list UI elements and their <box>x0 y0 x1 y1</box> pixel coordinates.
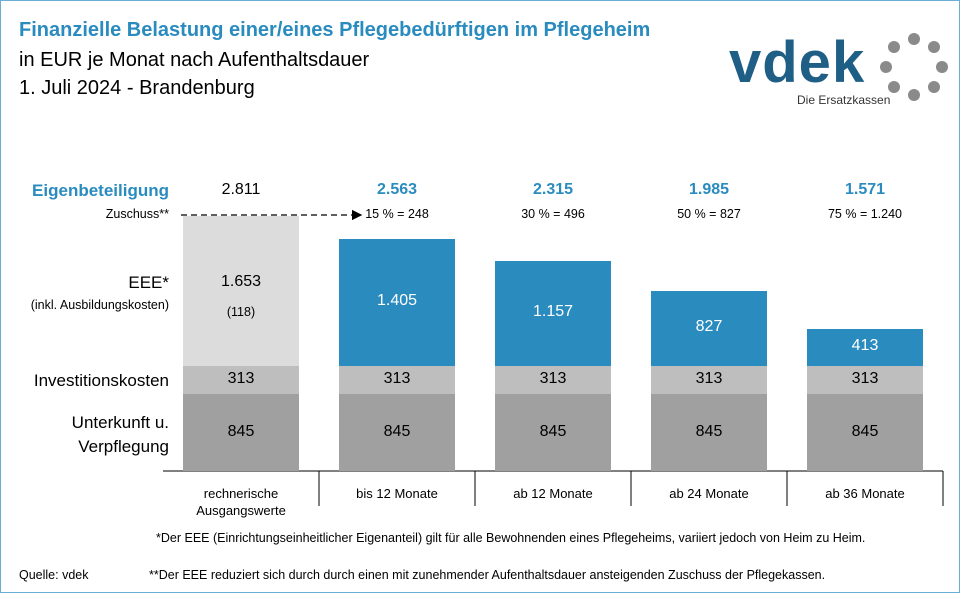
bar-segment <box>183 394 299 471</box>
value-label: 845 <box>695 422 723 440</box>
zuschuss-label: 50 % = 827 <box>677 207 741 221</box>
x-tick-label: ab 36 Monate <box>825 486 905 501</box>
bar-segment <box>495 261 611 366</box>
legend-label: (inkl. Ausbildungskosten) <box>30 298 169 312</box>
bar-segment <box>183 216 299 366</box>
value-label: 313 <box>383 370 411 388</box>
subtitle: 1. Juli 2024 - Brandenburg <box>19 77 255 99</box>
legend-label: Investitionskosten <box>33 371 169 390</box>
bar-segment <box>651 394 767 471</box>
bar-segment <box>183 365 299 395</box>
total-label: 2.315 <box>532 181 574 198</box>
value-label: 845 <box>227 422 255 440</box>
legend-label: EEE* <box>128 273 169 292</box>
title: Finanzielle Belastung einer/eines Pflege… <box>19 19 651 41</box>
logo-tagline: Die Ersatzkassen <box>797 93 891 107</box>
value-label: 845 <box>851 422 879 440</box>
bar-segment <box>651 290 767 366</box>
bar-segment <box>495 394 611 471</box>
value-label: 413 <box>851 337 879 355</box>
x-tick-label: rechnerische Ausgangswerte <box>196 486 286 518</box>
x-tick-label: bis 12 Monate <box>356 486 438 501</box>
bar-segment <box>495 365 611 395</box>
zuschuss-label: 75 % = 1.240 <box>827 207 903 221</box>
zuschuss-label: 15 % = 248 <box>365 207 429 221</box>
bar-segment <box>339 365 455 395</box>
bar-segment <box>807 328 923 366</box>
footnote: **Der EEE reduziert sich durch durch ein… <box>149 568 826 582</box>
total-label: 2.563 <box>376 181 418 198</box>
value-label: 827 <box>695 318 723 336</box>
bar-segment <box>807 365 923 395</box>
total-label: 1.985 <box>688 181 730 198</box>
value-label: 313 <box>539 370 567 388</box>
x-tick-label: ab 24 Monate <box>669 486 749 501</box>
x-tick-label: ab 12 Monate <box>513 486 593 501</box>
value-label: 313 <box>227 370 255 388</box>
value-sublabel: (118) <box>226 305 256 319</box>
legend-label: Zuschuss** <box>105 207 169 221</box>
source: Quelle: vdek <box>19 568 89 582</box>
value-label: 313 <box>695 370 723 388</box>
bar-segment <box>807 394 923 471</box>
category-separators <box>318 471 944 506</box>
total-label: 1.571 <box>844 181 886 198</box>
value-label: 1.157 <box>532 303 574 321</box>
logo-dots <box>880 33 948 101</box>
bar-segment <box>339 238 455 366</box>
value-label: 845 <box>539 422 567 440</box>
bar-segment <box>651 365 767 395</box>
bar-segment <box>339 394 455 471</box>
legend-label: Eigenbeteiligung <box>32 181 169 200</box>
legend-label: Unterkunft u. Verpflegung <box>71 413 169 456</box>
logo-name: vdek <box>729 30 866 95</box>
value-label: 1.405 <box>376 292 418 310</box>
value-label: 1.653 <box>220 273 262 290</box>
total-label: 2.811 <box>221 181 261 198</box>
footnote: *Der EEE (Einrichtungseinheitlicher Eige… <box>156 531 866 545</box>
subtitle: in EUR je Monat nach Aufenthaltsdauer <box>19 49 370 71</box>
value-label: 845 <box>383 422 411 440</box>
zuschuss-label: 30 % = 496 <box>521 207 585 221</box>
value-label: 313 <box>851 370 879 388</box>
